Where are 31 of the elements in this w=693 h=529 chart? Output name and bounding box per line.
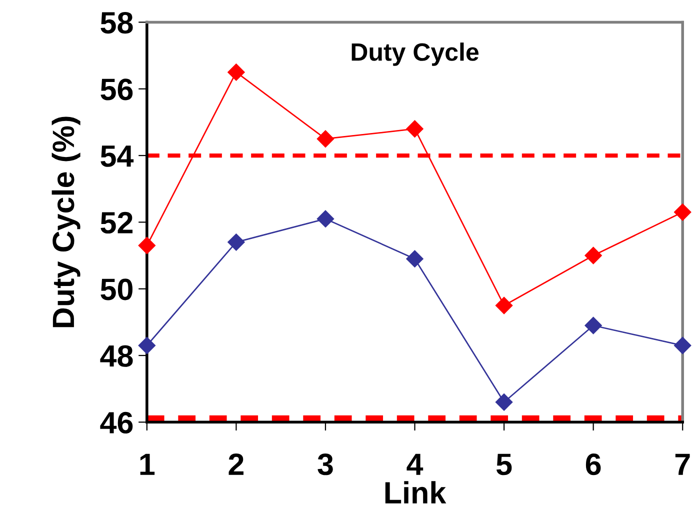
y-tick-label: 58 — [100, 12, 133, 34]
y-tick-label: 56 — [100, 78, 133, 100]
y-tick-label: 48 — [100, 345, 133, 367]
x-tick-label: 6 — [586, 454, 601, 476]
point — [495, 394, 513, 411]
x-tick-label: 2 — [228, 454, 244, 475]
point — [584, 246, 602, 264]
point — [406, 250, 424, 268]
point — [228, 234, 245, 251]
text: Duty Cycle — [352, 42, 479, 66]
y-tick-label: 54 — [100, 146, 134, 167]
point — [674, 204, 692, 221]
x-tick-label: 3 — [318, 454, 333, 476]
point — [584, 316, 602, 334]
point — [495, 296, 513, 314]
y-tick-label: 52 — [100, 212, 132, 234]
point — [674, 336, 692, 354]
point — [406, 120, 424, 138]
x-tick-label: 5 — [496, 454, 512, 476]
y-axis-title: Duty Cycle (%) — [52, 116, 80, 328]
point — [138, 236, 156, 254]
point — [316, 130, 334, 148]
x-tick-label: 1 — [140, 454, 155, 475]
point — [228, 64, 245, 81]
x-tick-label: 4 — [406, 454, 424, 475]
x-axis-title: Link — [385, 481, 446, 504]
x-tick-label: 7 — [675, 454, 690, 475]
y-tick-label: 46 — [100, 412, 133, 434]
point — [316, 210, 334, 228]
y-tick-label: 50 — [100, 278, 132, 300]
point — [138, 336, 156, 354]
